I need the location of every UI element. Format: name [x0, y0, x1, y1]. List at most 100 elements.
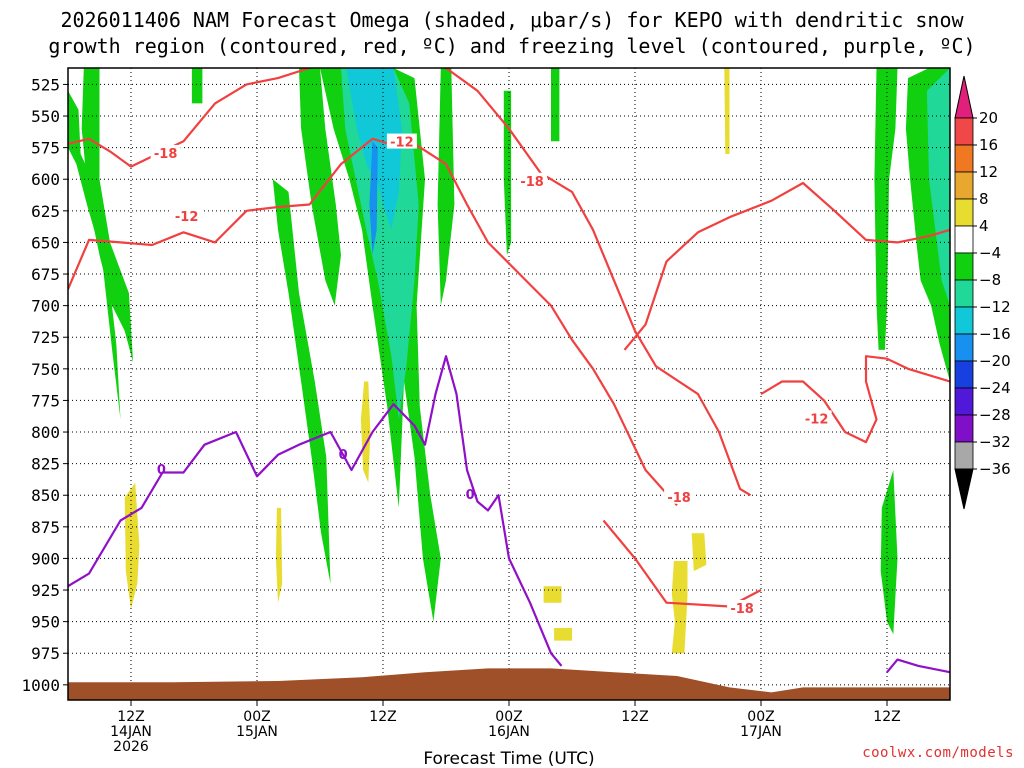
pressure-tick-label: 525 — [31, 75, 60, 94]
time-tick-label: 2026 — [113, 739, 149, 755]
colorbar-segment-6 — [954, 252, 974, 281]
red-contour-label-2: -12 — [175, 210, 199, 225]
omega-region-4 — [272, 179, 331, 584]
pressure-tick-label: 875 — [31, 518, 60, 537]
terrain-layer — [68, 668, 950, 700]
contour-line-5 — [445, 68, 752, 497]
time-tick-label: 00Z — [747, 709, 774, 725]
omega-shading-layer — [68, 68, 950, 654]
time-tick-label: 00Z — [243, 709, 270, 725]
pressure-tick-label: 900 — [31, 549, 60, 568]
red-contour-label-5: -12 — [805, 412, 829, 427]
omega-region-16 — [369, 141, 378, 256]
pressure-tick-label: 850 — [31, 486, 60, 505]
colorbar-tick-label: 12 — [979, 163, 998, 181]
pressure-tick-label: 750 — [31, 360, 60, 379]
pressure-tick-label: 775 — [31, 391, 60, 410]
contour-line-6 — [760, 355, 950, 444]
colorbar-segment-3 — [954, 171, 974, 200]
omega-region-21 — [691, 533, 707, 572]
pressure-tick-label: 700 — [31, 297, 60, 316]
chart-title-line-1: 2026011406 NAM Forecast Omega (shaded, μ… — [60, 8, 964, 32]
colorbar-tick-label: 16 — [979, 136, 998, 154]
omega-region-3 — [191, 68, 203, 104]
pressure-tick-label: 800 — [31, 423, 60, 442]
pressure-tick-label: 650 — [31, 233, 60, 252]
omega-region-9 — [551, 68, 560, 142]
site-credit: coolwx.com/models — [862, 745, 1014, 761]
time-tick-label: 14JAN — [110, 724, 152, 740]
omega-region-10 — [874, 68, 898, 350]
omega-region-23 — [554, 628, 572, 641]
time-tick-label: 12Z — [873, 709, 900, 725]
pressure-tick-label: 550 — [31, 107, 60, 126]
omega-region-19 — [275, 507, 283, 603]
freezing-contour-label-3: 0 — [466, 488, 475, 503]
omega-region-18 — [124, 482, 140, 609]
colorbar-segment-8 — [954, 306, 974, 335]
time-tick-label: 12Z — [621, 709, 648, 725]
pressure-tick-label: 950 — [31, 613, 60, 632]
colorbar-tick-label: 8 — [979, 190, 989, 208]
colorbar: 20 16 12 8 4 −4 −8 −12 −16 −20 −24 −28 −32 −36 — [954, 75, 1011, 510]
contour-label-bg — [150, 144, 181, 160]
colorbar-tick-label: −28 — [979, 406, 1011, 424]
colorbar-tick-label: −16 — [979, 325, 1011, 343]
pressure-tick-label: 975 — [31, 644, 60, 663]
contour-label-bg — [171, 208, 202, 224]
red-contour-label-1: -18 — [154, 147, 178, 162]
pressure-tick-label: 600 — [31, 170, 60, 189]
colorbar-segment-9 — [954, 333, 974, 362]
freezing-contour-label-2: 0 — [339, 448, 348, 463]
pressure-tick-label: 825 — [31, 455, 60, 474]
contour-label-bg — [801, 410, 832, 426]
colorbar-segment-10 — [954, 360, 974, 389]
pressure-axis: 525 550 575 600 625 650 675 700 725 750 775 800 825 8… — [21, 75, 68, 695]
colorbar-segment-5 — [954, 225, 974, 254]
colorbar-tick-label: −32 — [979, 433, 1011, 451]
contour-line-8 — [886, 658, 950, 674]
time-tick-label: 17JAN — [740, 724, 782, 740]
time-tick-label: 12Z — [369, 709, 396, 725]
contour-label-layer: -18 -12 -18 -18 -12 -12 -18 0 0 0 — [150, 133, 832, 617]
omega-region-14 — [926, 68, 950, 306]
chart-title-line-2: growth region (contoured, red, ºC) and f… — [48, 34, 976, 58]
colorbar-segment-7 — [954, 279, 974, 308]
omega-region-5 — [299, 68, 341, 306]
colorbar-segment-4 — [954, 198, 974, 227]
x-axis-label: Forecast Time (UTC) — [423, 749, 594, 768]
colorbar-segment-1 — [954, 117, 974, 146]
colorbar-bottom-arrow — [954, 468, 974, 510]
colorbar-segment-12 — [954, 414, 974, 443]
colorbar-segment-11 — [954, 387, 974, 416]
pressure-tick-label: 675 — [31, 265, 60, 284]
time-tick-label: 12Z — [117, 709, 144, 725]
terrain-ground — [68, 668, 950, 700]
colorbar-tick-label: −12 — [979, 298, 1011, 316]
pressure-tick-label: 625 — [31, 202, 60, 221]
omega-region-22 — [543, 586, 562, 603]
contour-label-bg — [664, 488, 695, 504]
time-tick-label: 16JAN — [488, 724, 530, 740]
red-contour-label-6: -12 — [390, 136, 414, 151]
pressure-tick-label: 925 — [31, 581, 60, 600]
red-contour-label-3: -18 — [520, 175, 544, 190]
colorbar-tick-label: −36 — [979, 460, 1011, 478]
omega-region-17 — [360, 381, 371, 483]
pressure-tick-label: 725 — [31, 328, 60, 347]
colorbar-tick-label: −4 — [979, 244, 1001, 262]
colorbar-tick-label: −20 — [979, 352, 1011, 370]
omega-region-1 — [68, 90, 121, 420]
contour-line-7 — [68, 355, 563, 667]
colorbar-tick-label: −24 — [979, 379, 1011, 397]
colorbar-segment-13 — [954, 441, 974, 470]
time-tick-label: 00Z — [495, 709, 522, 725]
time-tick-label: 15JAN — [236, 724, 278, 740]
omega-region-8 — [503, 90, 512, 256]
freezing-contour-label-1: 0 — [157, 463, 166, 478]
colorbar-segment-2 — [954, 144, 974, 173]
contour-label-bg — [517, 172, 548, 188]
omega-region-12 — [880, 470, 898, 635]
